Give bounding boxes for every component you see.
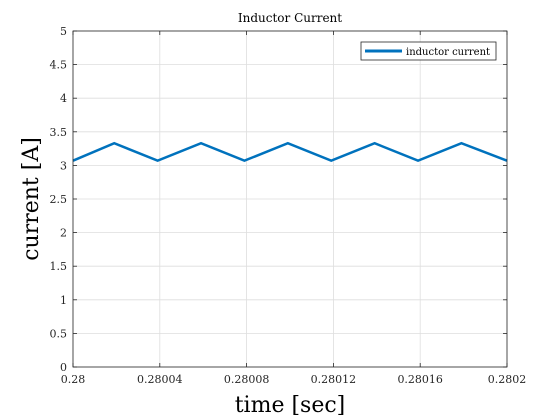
grid-lines [72,30,508,368]
x-tick-label: 0.28008 [224,373,270,386]
series-layer [72,141,508,163]
y-tick-label: 5 [60,25,67,38]
tick-marks [72,30,508,368]
y-tick-label: 1 [60,294,67,307]
y-tick-labels: 0 0.5 1 1.5 2 2.5 3 3.5 4 4.5 5 [50,25,68,374]
chart-title: Inductor Current [238,11,342,25]
y-tick-label: 4 [60,92,67,105]
legend-label: inductor current [406,47,490,58]
x-tick-label: 0.28012 [311,373,357,386]
y-tick-label: 1.5 [50,260,68,273]
y-tick-label: 2.5 [50,193,68,206]
x-tick-label: 0.28016 [397,373,443,386]
x-tick-labels: 0.28 0.28004 0.28008 0.28012 0.28016 0.2802 [61,373,527,386]
y-tick-label: 0 [60,361,67,374]
y-tick-label: 3 [60,159,67,172]
y-tick-label: 4.5 [50,59,68,72]
x-tick-label: 0.2802 [488,373,527,386]
x-axis-label: time [sec] [235,393,346,418]
y-tick-label: 0.5 [50,327,68,340]
legend-box [360,41,497,61]
y-tick-label: 3.5 [50,126,68,139]
x-tick-label: 0.28004 [137,373,183,386]
x-tick-label: 0.28 [61,373,86,386]
y-tick-label: 2 [60,227,67,240]
series-line-inductor-current [72,141,508,163]
legend: inductor current [360,41,497,61]
y-axis-label: current [A] [19,137,44,261]
